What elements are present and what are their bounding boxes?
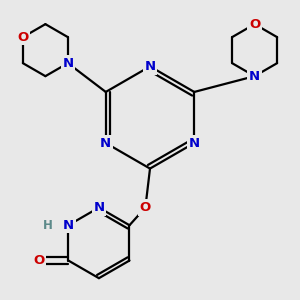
Text: H: H xyxy=(43,219,53,232)
Text: O: O xyxy=(140,201,151,214)
Text: N: N xyxy=(189,136,200,149)
Text: O: O xyxy=(33,254,44,267)
Text: O: O xyxy=(249,18,260,31)
Text: N: N xyxy=(93,201,104,214)
Text: N: N xyxy=(249,70,260,83)
Text: O: O xyxy=(17,31,28,44)
Text: N: N xyxy=(144,60,156,73)
Text: N: N xyxy=(63,219,74,232)
Text: N: N xyxy=(62,57,74,70)
Text: N: N xyxy=(100,136,111,149)
